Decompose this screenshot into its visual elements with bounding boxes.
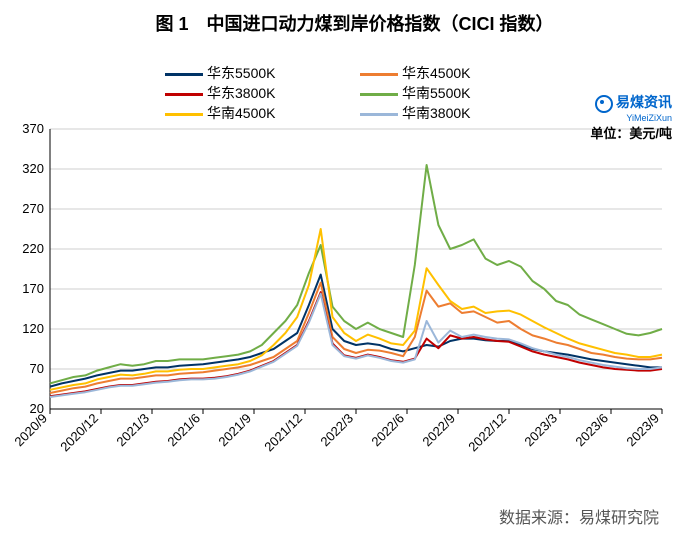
y-tick-label: 220 <box>22 241 44 256</box>
series-line <box>50 165 662 383</box>
legend-label: 华南4500K <box>207 105 276 121</box>
x-tick-label: 2021/12 <box>261 411 305 455</box>
y-tick-label: 170 <box>22 281 44 296</box>
line-chart: 华东5500K 华东4500K 华东3800K 华南5500K 华南4500K 华南380… <box>10 44 680 494</box>
legend-swatch <box>165 73 203 76</box>
legend-label: 华南5500K <box>402 85 471 101</box>
x-tick-label: 2022/12 <box>465 411 509 455</box>
x-tick-label: 2021/3 <box>113 411 152 450</box>
x-tick-label: 2021/9 <box>215 411 254 450</box>
legend-swatch <box>360 113 398 116</box>
legend-swatch <box>165 113 203 116</box>
brand-logo: 易煤资讯 YiMeiZiXun 单位：美元/吨 <box>590 94 672 141</box>
x-tick-label: 2020/9 <box>11 411 50 450</box>
y-tick-label: 320 <box>22 161 44 176</box>
x-tick-label: 2023/3 <box>521 411 560 450</box>
series-line <box>50 229 662 390</box>
y-tick-label: 70 <box>30 361 44 376</box>
legend-swatch <box>360 93 398 96</box>
series-line <box>50 275 662 387</box>
x-tick-label: 2022/6 <box>368 411 407 450</box>
x-tick-label: 2023/9 <box>623 411 662 450</box>
y-tick-label: 270 <box>22 201 44 216</box>
legend-swatch <box>360 73 398 76</box>
series-line <box>50 283 662 393</box>
x-tick-label: 2021/6 <box>164 411 203 450</box>
unit-label: 单位：美元/吨 <box>590 126 672 142</box>
x-tick-label: 2023/6 <box>572 411 611 450</box>
legend-label: 华东5500K <box>207 65 276 81</box>
data-source: 数据来源：易煤研究院 <box>10 504 689 528</box>
legend-label: 华东4500K <box>402 65 471 81</box>
y-tick-label: 120 <box>22 321 44 336</box>
brand-name: 易煤资讯 <box>616 94 672 110</box>
x-tick-label: 2020/12 <box>57 411 101 455</box>
y-tick-label: 370 <box>22 121 44 136</box>
x-tick-label: 2022/9 <box>419 411 458 450</box>
x-tick-label: 2022/3 <box>317 411 356 450</box>
legend-swatch <box>165 93 203 96</box>
legend-label: 华南3800K <box>402 105 471 121</box>
chart-container: 华东5500K 华东4500K 华东3800K 华南5500K 华南4500K 华南380… <box>10 44 680 494</box>
chart-title: 图 1 中国进口动力煤到岸价格指数（CICI 指数） <box>10 10 689 36</box>
brand-en: YiMeiZiXun <box>590 113 672 124</box>
legend-label: 华东3800K <box>207 85 276 101</box>
